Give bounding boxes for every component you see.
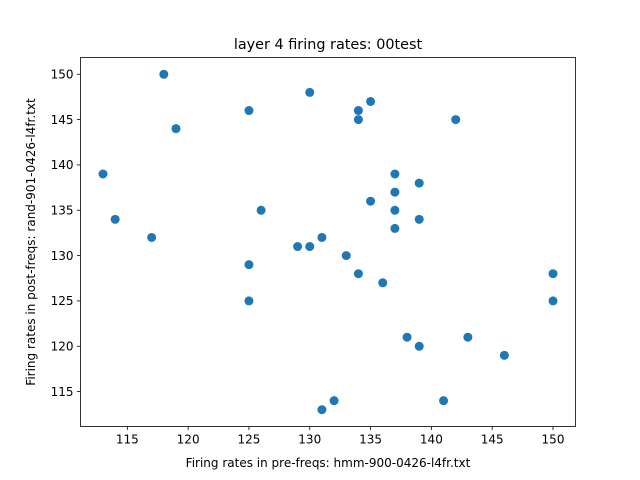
y-tick-label: 125 <box>51 294 74 308</box>
data-point <box>256 205 266 215</box>
x-tick-label: 120 <box>177 433 200 447</box>
data-point <box>98 169 108 179</box>
data-point <box>159 69 169 79</box>
data-point <box>390 187 400 197</box>
data-point <box>353 106 363 116</box>
y-tick-label: 120 <box>51 340 74 354</box>
x-tick-label: 130 <box>298 433 321 447</box>
data-point <box>414 178 424 188</box>
data-point <box>378 278 388 288</box>
y-tick-label: 115 <box>51 385 74 399</box>
data-point <box>147 232 157 242</box>
data-point <box>293 242 303 252</box>
data-point <box>451 115 461 125</box>
x-tick-label: 115 <box>116 433 139 447</box>
data-point <box>439 396 449 406</box>
data-point <box>317 405 327 415</box>
x-tick-label: 145 <box>481 433 504 447</box>
x-tick-label: 125 <box>237 433 260 447</box>
x-axis-label: Firing rates in pre-freqs: hmm-900-0426-… <box>186 456 471 470</box>
data-point <box>244 260 254 270</box>
data-point <box>414 341 424 351</box>
data-point <box>548 296 558 306</box>
data-point <box>244 296 254 306</box>
data-point <box>390 223 400 233</box>
y-axis-ticks: 115 120 125 130 135 140 145 150 <box>51 68 81 399</box>
data-point <box>414 214 424 224</box>
data-point <box>463 332 473 342</box>
y-axis-label: Firing rates in post-freqs: rand-901-042… <box>24 98 38 386</box>
y-tick-label: 130 <box>51 249 74 263</box>
plot-area-frame <box>80 57 576 427</box>
data-point <box>499 350 509 360</box>
data-point <box>402 332 412 342</box>
data-point <box>305 242 315 252</box>
x-axis-ticks: 115 120 125 130 135 140 145 150 <box>116 426 565 447</box>
data-point <box>548 269 558 279</box>
data-point <box>353 269 363 279</box>
data-point <box>366 196 376 206</box>
y-tick-label: 140 <box>51 158 74 172</box>
data-point <box>171 124 181 134</box>
data-point <box>390 169 400 179</box>
data-points <box>98 69 558 415</box>
data-point <box>244 106 254 116</box>
x-tick-label: 135 <box>359 433 382 447</box>
data-point <box>317 232 327 242</box>
data-point <box>110 214 120 224</box>
data-point <box>329 396 339 406</box>
chart-title: layer 4 firing rates: 00test <box>234 37 423 53</box>
x-tick-label: 140 <box>420 433 443 447</box>
data-point <box>305 87 315 97</box>
data-point <box>390 205 400 215</box>
y-tick-label: 135 <box>51 204 74 218</box>
y-tick-label: 145 <box>51 113 74 127</box>
data-point <box>366 96 376 106</box>
x-tick-label: 150 <box>542 433 565 447</box>
y-tick-label: 150 <box>51 68 74 82</box>
data-point <box>341 251 351 261</box>
data-point <box>353 115 363 125</box>
